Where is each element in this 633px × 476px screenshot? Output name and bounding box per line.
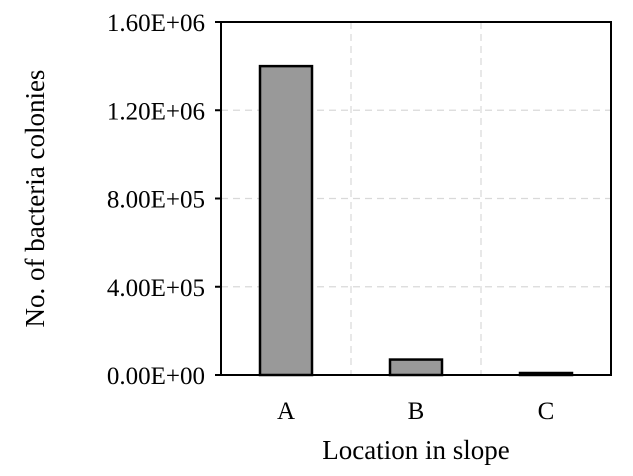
x-tick-label: C (538, 398, 555, 425)
y-tick-label: 0.00E+00 (107, 363, 205, 390)
y-tick-label: 8.00E+05 (107, 187, 205, 214)
bars (258, 64, 574, 377)
y-tick-label: 1.20E+06 (107, 98, 205, 125)
y-axis-label: No. of bacteria colonies (20, 70, 50, 328)
y-axis-ticks: 0.00E+00 4.00E+05 8.00E+05 1.20E+06 1.60E+06 (107, 10, 221, 390)
bar-A (258, 64, 314, 377)
x-axis-label: Location in slope (322, 435, 509, 465)
bar-B (388, 358, 444, 377)
x-tick-label: B (408, 398, 425, 425)
y-tick-label: 4.00E+05 (107, 275, 205, 302)
y-tick-label: 1.60E+06 (107, 10, 205, 37)
x-tick-label: A (277, 398, 295, 425)
x-axis-ticks: A B C (277, 398, 554, 425)
